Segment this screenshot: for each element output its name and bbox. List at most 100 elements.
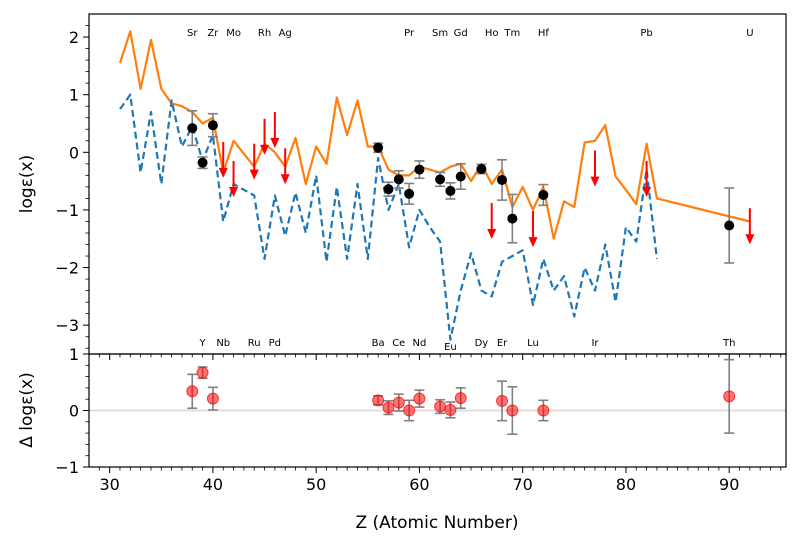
- upper-limit-arrow: [745, 208, 755, 245]
- y-tick-label: 0: [69, 402, 79, 421]
- upper-limit-arrow: [642, 160, 652, 197]
- y-tick-label: −2: [55, 259, 79, 278]
- x-tick-label: 70: [513, 475, 533, 494]
- element-label-Ce: Ce: [392, 338, 405, 349]
- element-label-Dy: Dy: [475, 338, 489, 349]
- upper-limit-head: [590, 176, 600, 187]
- upper-limit-arrow: [218, 141, 228, 178]
- element-label-Er: Er: [497, 338, 508, 349]
- detection-point: [724, 220, 735, 231]
- upper-limit-arrow: [280, 148, 290, 185]
- upper-limit-head: [218, 167, 228, 178]
- y-tick-label: −1: [55, 201, 79, 220]
- residual-point: [434, 400, 447, 413]
- element-label-Lu: Lu: [527, 338, 539, 349]
- detection-point: [404, 188, 415, 199]
- upper-limit-head: [745, 234, 755, 245]
- element-label-Ru: Ru: [248, 338, 261, 349]
- top-panel-ylabel: logε(x): [17, 155, 37, 213]
- residual-point: [723, 390, 736, 403]
- x-axis-label: Z (Atomic Number): [355, 513, 518, 533]
- x-tick-label: 30: [99, 475, 119, 494]
- element-label-Hf: Hf: [538, 28, 550, 39]
- x-tick-label: 40: [203, 475, 223, 494]
- upper-limit-head: [280, 174, 290, 185]
- residual-point: [196, 366, 209, 379]
- bottom-panel-ylabel: Δ logε(x): [17, 372, 37, 447]
- upper-limit-arrow: [229, 160, 239, 197]
- axes-frames: [88, 13, 787, 468]
- upper-limit-arrows: [218, 111, 755, 248]
- s-process-model-line: [119, 93, 658, 341]
- detection-point: [497, 174, 508, 185]
- element-label-Sm: Sm: [432, 28, 448, 39]
- residual-point: [496, 394, 509, 407]
- element-label-Mo: Mo: [226, 28, 241, 39]
- residual-point: [382, 401, 395, 414]
- detection-point: [414, 164, 425, 175]
- element-label-Ag: Ag: [279, 28, 292, 39]
- element-label-U: U: [746, 28, 753, 39]
- detection-point: [538, 189, 549, 200]
- element-label-Rh: Rh: [258, 28, 271, 39]
- residual-point: [206, 392, 219, 405]
- element-label-Nb: Nb: [216, 338, 230, 349]
- element-label-Eu: Eu: [444, 342, 457, 353]
- residual-point: [537, 404, 550, 417]
- bottom-panel-frame: [88, 353, 787, 468]
- y-tick-label: 1: [69, 86, 79, 105]
- residual-point: [392, 396, 405, 409]
- upper-limit-head: [260, 144, 270, 155]
- y-tick-label: −3: [55, 316, 79, 335]
- y-tick-label: 0: [69, 143, 79, 162]
- element-label-Zr: Zr: [207, 28, 219, 39]
- model-series: [118, 30, 751, 341]
- upper-limit-arrow: [590, 150, 600, 187]
- element-label-Pr: Pr: [404, 28, 415, 39]
- y-tick-label: 1: [69, 345, 79, 364]
- detection-point: [445, 185, 456, 196]
- element-label-Ho: Ho: [485, 28, 499, 39]
- upper-limit-head: [642, 186, 652, 197]
- detection-point: [455, 171, 466, 182]
- upper-limit-head: [487, 229, 497, 240]
- residual-point: [372, 394, 385, 407]
- element-label-Y: Y: [199, 338, 207, 349]
- upper-limit-arrow: [487, 203, 497, 240]
- x-tick-label: 90: [719, 475, 739, 494]
- upper-limit-head: [270, 137, 280, 148]
- element-label-Pb: Pb: [640, 28, 652, 39]
- detection-point: [197, 157, 208, 168]
- element-label-Gd: Gd: [454, 28, 468, 39]
- x-tick-label: 50: [306, 475, 326, 494]
- element-label-Sr: Sr: [187, 28, 198, 39]
- element-label-Th: Th: [722, 338, 735, 349]
- element-label-Pd: Pd: [269, 338, 281, 349]
- detection-points: [187, 120, 735, 231]
- element-labels: Sr Zr Mo Rh Ag Pr Sm Gd Ho Tm Hf Pb U Y Nb Ru Pd Ba Ce Nd Eu…: [187, 28, 753, 353]
- upper-limit-arrow: [249, 143, 259, 180]
- element-label-Ba: Ba: [372, 338, 385, 349]
- residual-point: [403, 404, 416, 417]
- element-label-Ir: Ir: [591, 338, 599, 349]
- detection-point: [207, 120, 218, 131]
- detection-point: [373, 142, 384, 153]
- upper-limit-head: [249, 169, 259, 180]
- residual-panel: −1 0 1 30 40 50 60 70 80 90 Δ logε(x) Z (Atomic N…: [17, 345, 786, 533]
- residual-point: [444, 403, 457, 416]
- y-tick-label: 2: [69, 28, 79, 47]
- x-tick-label: 60: [409, 475, 429, 494]
- upper-limit-head: [528, 237, 538, 248]
- residual-point: [454, 392, 467, 405]
- r-process-model-line: [118, 30, 751, 240]
- detection-point: [476, 164, 487, 175]
- residual-points: [186, 366, 736, 417]
- detection-point: [507, 213, 518, 224]
- upper-limit-arrow: [270, 111, 280, 148]
- detection-point: [393, 174, 404, 185]
- element-label-Nd: Nd: [413, 338, 427, 349]
- element-label-Tm: Tm: [503, 28, 520, 39]
- upper-limit-arrow: [528, 211, 538, 248]
